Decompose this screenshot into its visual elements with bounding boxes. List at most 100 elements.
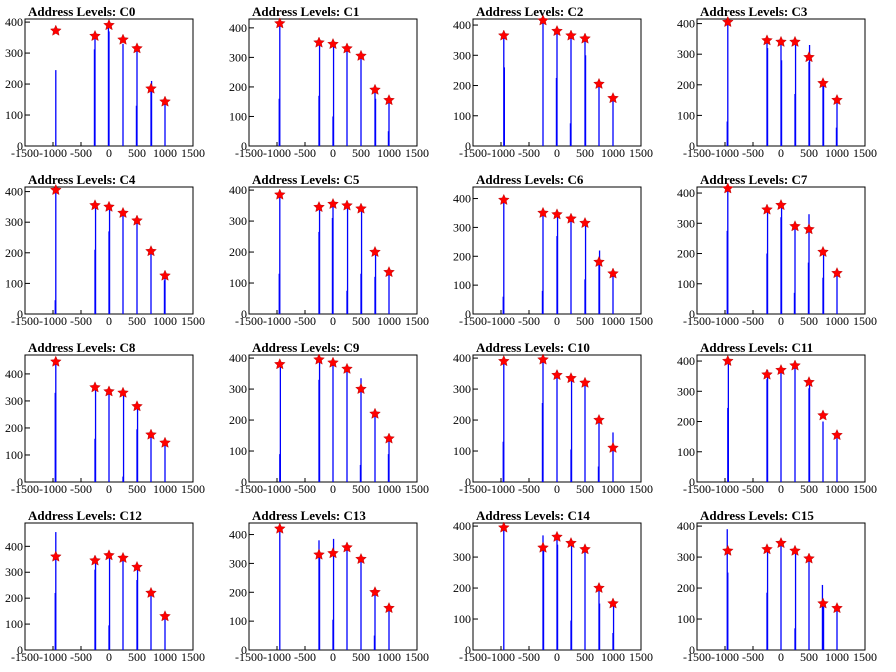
x-tick-label: 1000 <box>601 482 625 496</box>
x-tick-label: -1500 <box>11 650 39 664</box>
peak-marker <box>579 216 591 229</box>
peak-marker <box>761 543 773 555</box>
peak-marker <box>551 208 563 220</box>
peak-marker <box>551 25 563 37</box>
peak-marker <box>803 552 815 564</box>
panel-title: Address Levels: C11 <box>700 340 813 355</box>
x-tick-label: 1500 <box>629 650 653 664</box>
peak-marker <box>775 537 787 549</box>
x-tick-label: 500 <box>128 482 146 496</box>
x-tick-label: -1000 <box>39 650 67 664</box>
peak-marker <box>341 199 353 211</box>
x-tick-label: -500 <box>294 482 316 496</box>
x-tick-label: 0 <box>106 482 112 496</box>
peak-marker <box>103 385 115 397</box>
peak-marker <box>89 199 101 211</box>
x-tick-label: 1500 <box>853 650 877 664</box>
y-tick-label: 400 <box>453 192 471 206</box>
peak-marker <box>593 581 605 593</box>
panel-title: Address Levels: C8 <box>28 340 136 355</box>
peak-marker <box>803 51 815 63</box>
x-tick-label: 1000 <box>601 314 625 328</box>
panel-title: Address Levels: C14 <box>476 508 590 523</box>
peak-marker <box>117 33 129 45</box>
x-tick-label: 0 <box>778 482 784 496</box>
peak-marker <box>579 543 591 555</box>
x-tick-label: 1000 <box>377 314 401 328</box>
peak-marker <box>313 36 325 48</box>
peak-marker <box>49 24 62 36</box>
x-tick-label: 0 <box>330 650 336 664</box>
peak-marker <box>117 206 129 218</box>
peak-marker <box>775 35 787 47</box>
x-tick-label: -1000 <box>263 146 291 160</box>
x-tick-label: -500 <box>518 314 540 328</box>
x-tick-label: -500 <box>518 482 540 496</box>
peak-marker <box>145 245 157 257</box>
panel-12: Address Levels: C12 0 100 200 300 400 -1500 -10… <box>5 508 205 664</box>
x-tick-label: 0 <box>554 482 560 496</box>
peak-marker <box>313 201 325 213</box>
x-tick-label: -500 <box>70 650 92 664</box>
x-tick-label: -1500 <box>11 146 39 160</box>
x-tick-label: 0 <box>554 314 560 328</box>
x-tick-label: 1500 <box>629 146 653 160</box>
x-tick-label: 1000 <box>601 650 625 664</box>
x-tick-label: 500 <box>128 146 146 160</box>
y-tick-label: 400 <box>5 367 23 381</box>
y-tick-label: 0 <box>465 307 471 321</box>
x-tick-label: -1000 <box>39 482 67 496</box>
peak-marker <box>579 376 591 388</box>
panel-title: Address Levels: C6 <box>476 172 584 187</box>
peak-marker <box>273 188 286 200</box>
y-tick-label: 400 <box>677 186 695 200</box>
x-tick-label: -500 <box>70 482 92 496</box>
peak-marker <box>607 267 619 279</box>
y-tick-label: 300 <box>453 48 471 62</box>
x-tick-label: 1500 <box>629 482 653 496</box>
peak-marker <box>103 549 115 561</box>
peak-marker <box>761 368 773 380</box>
panel-title: Address Levels: C4 <box>28 172 136 187</box>
x-tick-label: -500 <box>518 146 540 160</box>
peak-marker <box>159 436 171 448</box>
x-tick-label: 0 <box>106 314 112 328</box>
y-tick-label: 400 <box>453 18 471 32</box>
y-tick-label: 400 <box>229 183 247 197</box>
peak-marker <box>593 255 605 267</box>
x-tick-label: 0 <box>330 146 336 160</box>
panel-4: Address Levels: C4 0 100 200 300 400 -1500 -100… <box>5 172 205 328</box>
peak-marker <box>369 407 381 419</box>
x-tick-label: 1000 <box>825 146 849 160</box>
x-tick-label: 0 <box>106 650 112 664</box>
peak-marker <box>551 530 563 542</box>
y-tick-label: 400 <box>677 354 695 368</box>
x-tick-label: 1000 <box>153 146 177 160</box>
peak-marker <box>789 544 801 556</box>
x-tick-label: -1500 <box>11 482 39 496</box>
peak-marker <box>803 223 815 235</box>
peak-marker <box>89 29 101 41</box>
x-tick-label: -1500 <box>459 146 487 160</box>
y-tick-label: 200 <box>229 585 247 599</box>
peak-marker <box>131 560 143 572</box>
x-tick-label: 0 <box>778 314 784 328</box>
peak-marker <box>355 202 367 214</box>
y-tick-label: 200 <box>229 413 247 427</box>
y-tick-label: 300 <box>229 214 247 228</box>
y-tick-label: 300 <box>229 382 247 396</box>
y-tick-label: 100 <box>229 614 247 628</box>
panel-title: Address Levels: C13 <box>252 508 366 523</box>
x-tick-label: -1000 <box>711 146 739 160</box>
y-tick-label: 0 <box>689 139 695 153</box>
peak-marker <box>537 14 549 26</box>
peak-marker <box>355 552 367 565</box>
x-tick-label: -1500 <box>235 314 263 328</box>
x-tick-label: 1000 <box>825 650 849 664</box>
y-tick-label: 0 <box>17 139 23 153</box>
y-tick-label: 300 <box>453 550 471 564</box>
x-tick-label: 500 <box>800 482 818 496</box>
peak-marker <box>159 269 171 281</box>
peak-marker <box>831 602 843 614</box>
